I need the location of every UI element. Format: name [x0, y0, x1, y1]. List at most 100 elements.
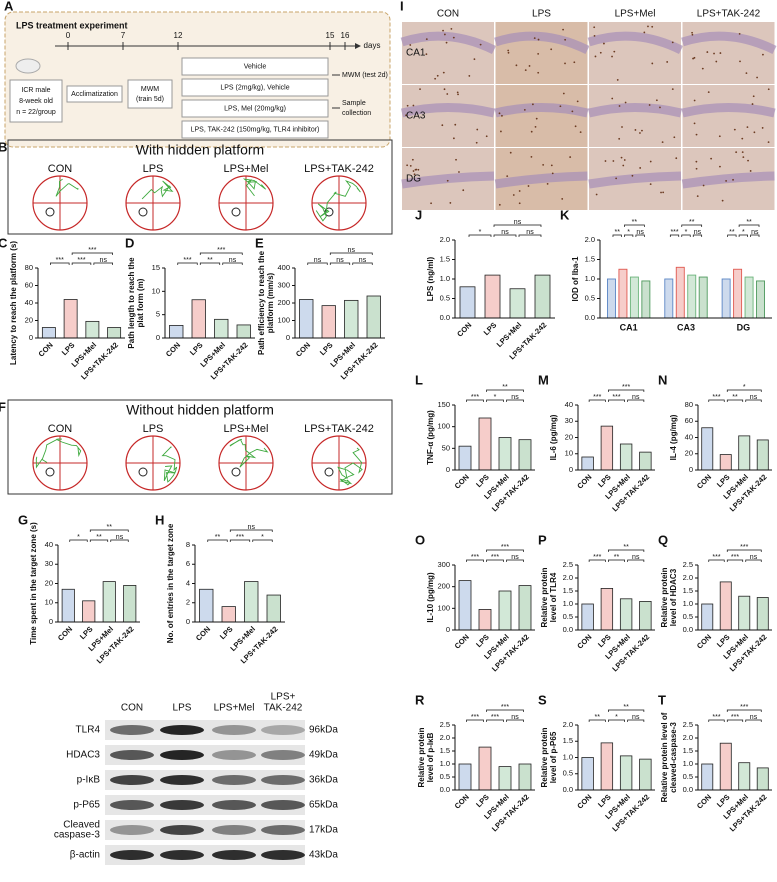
significance-label: ***	[612, 394, 620, 401]
significance-label: *	[261, 534, 264, 541]
significance-bracket	[93, 262, 113, 265]
training-text: MWM	[141, 86, 159, 93]
y-tick-label: 100	[277, 315, 290, 324]
significance-bracket	[745, 559, 762, 562]
bar	[366, 295, 381, 339]
swim-path	[337, 447, 363, 486]
stained-cell	[473, 58, 476, 61]
significance-bracket	[726, 719, 744, 722]
y-tick-label: 20	[565, 432, 573, 441]
significance-label: ***	[740, 704, 748, 711]
bar	[214, 318, 229, 339]
stained-cell	[651, 25, 654, 28]
x-tick-label: LPS	[474, 632, 491, 649]
stained-cell	[573, 61, 576, 64]
stained-cell	[661, 141, 664, 144]
stained-cell	[419, 88, 421, 91]
y-axis-label: TNF-α (pg/mg)	[426, 410, 435, 465]
y-tick-label: 60	[25, 280, 33, 289]
stained-cell	[546, 182, 549, 185]
significance-bracket	[307, 262, 328, 265]
blot-strip	[105, 820, 305, 840]
platform	[45, 207, 55, 217]
significance-bracket	[466, 559, 484, 562]
x-tick-label: CON	[453, 792, 471, 810]
stained-cell	[695, 167, 698, 170]
significance-label: ***	[731, 554, 739, 561]
y-tick-label: 2.5	[683, 720, 693, 729]
stained-cell	[456, 91, 459, 94]
row-label: DG	[406, 174, 421, 185]
stained-cell	[579, 131, 582, 134]
stained-cell	[631, 174, 634, 177]
stained-cell	[753, 131, 756, 134]
blot-strip	[105, 770, 305, 790]
stained-cell	[518, 202, 521, 205]
bar	[299, 299, 314, 339]
stained-cell	[615, 177, 618, 180]
blot-band	[110, 725, 154, 735]
stained-cell	[594, 55, 597, 58]
bar	[199, 588, 214, 623]
blot-column-label: LPS+Mel	[214, 703, 255, 714]
stained-cell	[562, 28, 564, 31]
bar	[509, 288, 526, 319]
blot-column-label: LPS	[173, 703, 192, 714]
y-tick-label: 0	[446, 625, 450, 634]
panel-label: J	[415, 207, 422, 222]
y-tick-label: 10	[565, 449, 573, 458]
stained-cell	[413, 173, 416, 176]
significance-bracket	[588, 399, 606, 402]
cell-layer	[400, 31, 497, 55]
stained-cell	[735, 151, 738, 154]
y-tick-label: 0.5	[563, 769, 573, 778]
significance-label: ***	[731, 714, 739, 721]
stained-cell	[666, 61, 669, 63]
significance-bracket	[750, 234, 760, 237]
significance-label: *	[615, 714, 618, 721]
blot-band	[110, 750, 154, 760]
stained-cell	[593, 26, 596, 29]
stained-cell	[739, 60, 741, 63]
bar	[744, 276, 754, 319]
significance-bracket	[207, 539, 228, 542]
bar	[236, 324, 251, 339]
panel-label: K	[560, 207, 570, 222]
bar	[191, 299, 206, 339]
bar	[600, 425, 614, 471]
stained-cell	[659, 106, 661, 109]
stained-cell	[523, 108, 526, 111]
bar	[639, 758, 652, 791]
row-label: CA1	[406, 48, 426, 59]
stained-cell	[618, 105, 621, 107]
treatment-text: LPS, TAK-242 (150mg/kg, TLR4 inhibitor)	[191, 126, 320, 133]
blot-row-label: Cleaved	[63, 820, 100, 831]
y-axis-label: level of p-IκB	[426, 732, 435, 782]
stained-cell	[537, 52, 540, 55]
stained-cell	[446, 179, 449, 182]
bar	[756, 767, 769, 791]
significance-label: **	[623, 704, 629, 711]
significance-label: ns	[248, 524, 256, 531]
significance-label: ns	[314, 257, 322, 264]
y-axis-label: IL-10 (pg/mg)	[426, 572, 435, 623]
significance-bracket	[608, 709, 645, 712]
stained-cell	[715, 60, 718, 63]
blot-row-label: TLR4	[76, 725, 101, 736]
stained-cell	[662, 191, 665, 194]
significance-bracket	[726, 709, 762, 712]
significance-label: ***	[670, 229, 678, 236]
timeline-arrow	[355, 43, 361, 49]
significance-bracket	[726, 559, 744, 562]
y-tick-label: 100	[437, 603, 450, 612]
cell-layer	[494, 171, 588, 189]
bar	[756, 597, 769, 631]
stained-cell	[530, 130, 533, 133]
y-tick-label: 400	[277, 263, 290, 272]
significance-bracket	[635, 234, 645, 237]
platform	[138, 207, 148, 217]
bar	[738, 435, 751, 471]
bar	[266, 594, 281, 623]
significance-bracket	[518, 234, 542, 237]
treatment-text: LPS, Mel (20mg/kg)	[224, 105, 286, 112]
